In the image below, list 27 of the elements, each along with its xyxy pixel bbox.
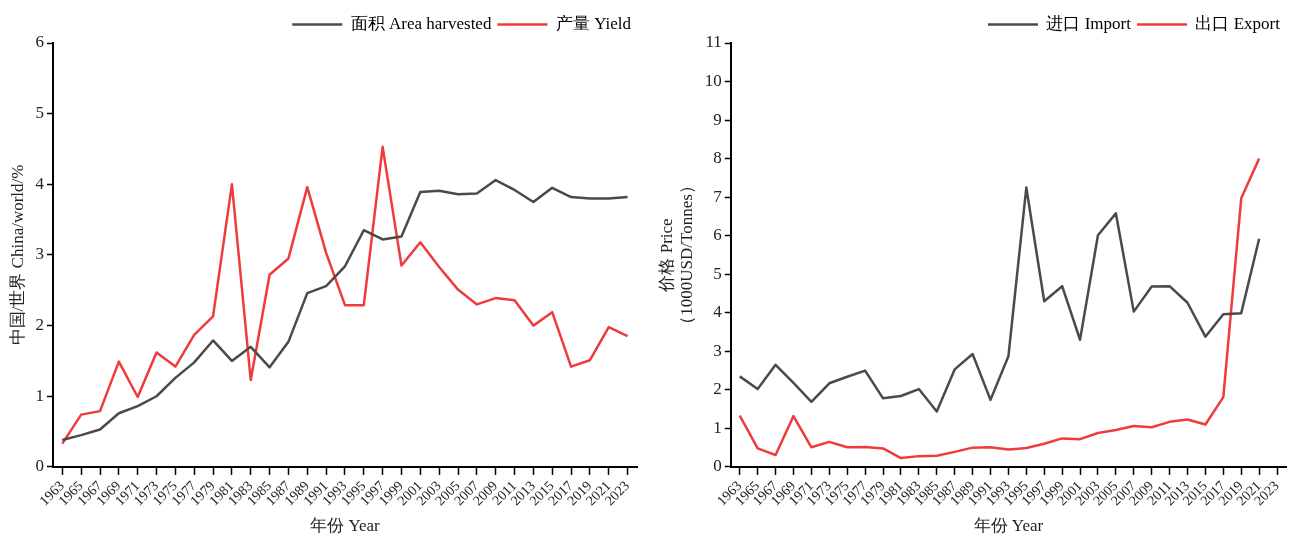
y-tick-label: 1 — [35, 385, 44, 405]
y-axis-title: 中国/世界 China/world/% — [7, 164, 27, 346]
x-axis-title: 年份 Year — [310, 516, 381, 536]
y-tick-label: 2 — [713, 379, 722, 399]
y-tick-label: 4 — [713, 302, 723, 322]
y-tick-label: 6 — [35, 32, 44, 52]
y-tick-label: 9 — [713, 109, 722, 129]
y-tick-label: 0 — [713, 456, 722, 476]
y-tick-label: 10 — [704, 71, 722, 91]
legend-label: 面积 Area harvested — [350, 13, 492, 33]
legend-label: 进口 Import — [1046, 13, 1132, 33]
legend-label: 出口 Export — [1195, 13, 1281, 33]
y-tick-label: 0 — [35, 456, 44, 476]
y-tick-label: 5 — [35, 103, 44, 123]
y-tick-label: 11 — [705, 32, 722, 52]
legend-label: 产量 Yield — [555, 13, 632, 33]
y-tick-label: 2 — [35, 315, 44, 335]
x-axis-title: 年份 Year — [973, 516, 1044, 536]
y-tick-label: 6 — [713, 225, 722, 245]
y-tick-label: 3 — [35, 244, 44, 264]
y-tick-label: 8 — [713, 148, 722, 168]
y-axis-title: 价格 Price （1000USD/Tonnes） — [656, 177, 697, 333]
y-tick-label: 5 — [713, 263, 722, 283]
y-tick-label: 1 — [713, 417, 722, 437]
y-tick-label: 7 — [713, 186, 723, 206]
y-tick-label: 4 — [35, 173, 45, 193]
y-tick-label: 3 — [713, 340, 722, 360]
